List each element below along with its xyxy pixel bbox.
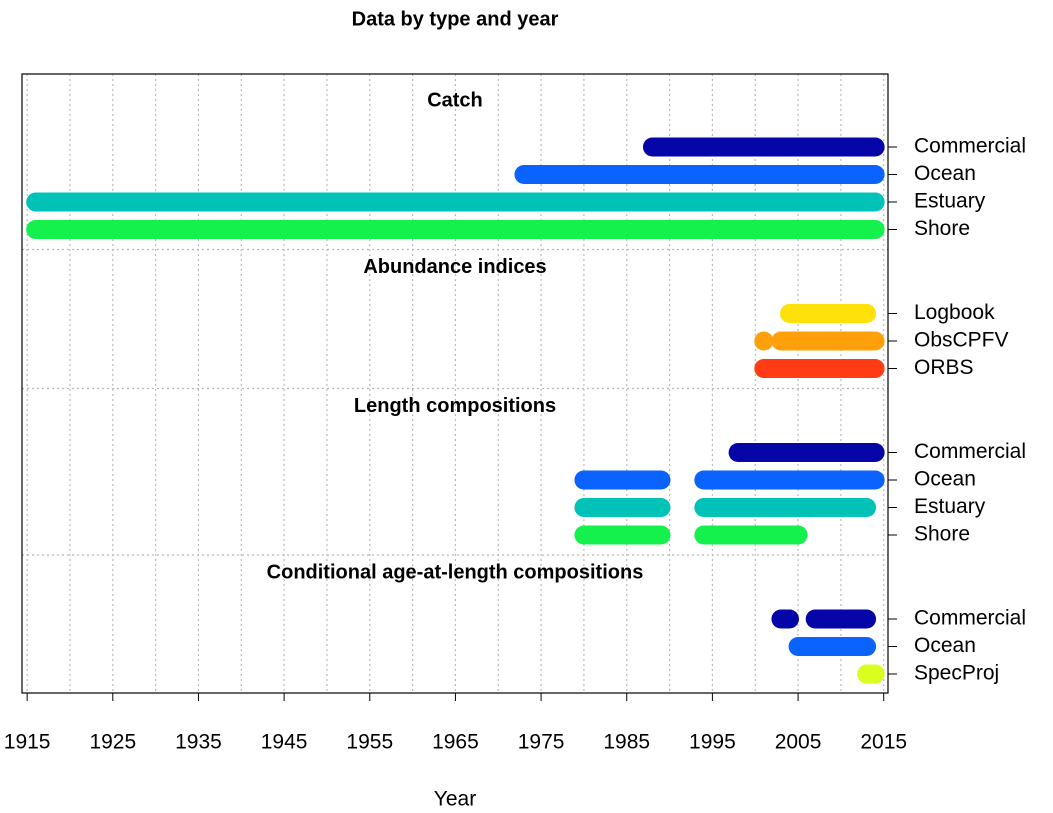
row-label: Logbook bbox=[914, 301, 995, 324]
x-tick-label: 2005 bbox=[775, 731, 822, 754]
row-label: ORBS bbox=[914, 356, 974, 379]
x-tick-label: 1995 bbox=[689, 731, 736, 754]
row-label: Ocean bbox=[914, 162, 976, 185]
x-axis-label: Year bbox=[434, 788, 476, 811]
x-tick-label: 2015 bbox=[860, 731, 907, 754]
plot-frame bbox=[21, 73, 889, 694]
chart-title: Data by type and year bbox=[352, 8, 559, 30]
x-tick-label: 1945 bbox=[261, 731, 308, 754]
row-label: Ocean bbox=[914, 468, 976, 491]
row-label: Shore bbox=[914, 217, 970, 240]
row-label: Commercial bbox=[914, 440, 1026, 463]
x-tick-label: 1925 bbox=[89, 731, 136, 754]
group-title: Length compositions bbox=[354, 395, 556, 417]
row-label: Estuary bbox=[914, 495, 986, 518]
row-label: SpecProj bbox=[914, 662, 999, 685]
row-label: Ocean bbox=[914, 634, 976, 657]
row-label: Commercial bbox=[914, 135, 1026, 158]
row-label: Shore bbox=[914, 523, 970, 546]
row-label: Estuary bbox=[914, 190, 986, 213]
x-tick-label: 1935 bbox=[175, 731, 222, 754]
row-label: ObsCPFV bbox=[914, 329, 1009, 352]
group-title: Abundance indices bbox=[363, 256, 546, 278]
group-title: Catch bbox=[427, 89, 483, 111]
x-tick-label: 1965 bbox=[432, 731, 479, 754]
row-label: Commercial bbox=[914, 607, 1026, 630]
x-tick-label: 1975 bbox=[518, 731, 565, 754]
group-title: Conditional age-at-length compositions bbox=[267, 561, 644, 583]
x-tick-label: 1915 bbox=[4, 731, 51, 754]
x-tick-label: 1955 bbox=[346, 731, 393, 754]
x-tick-label: 1985 bbox=[603, 731, 650, 754]
